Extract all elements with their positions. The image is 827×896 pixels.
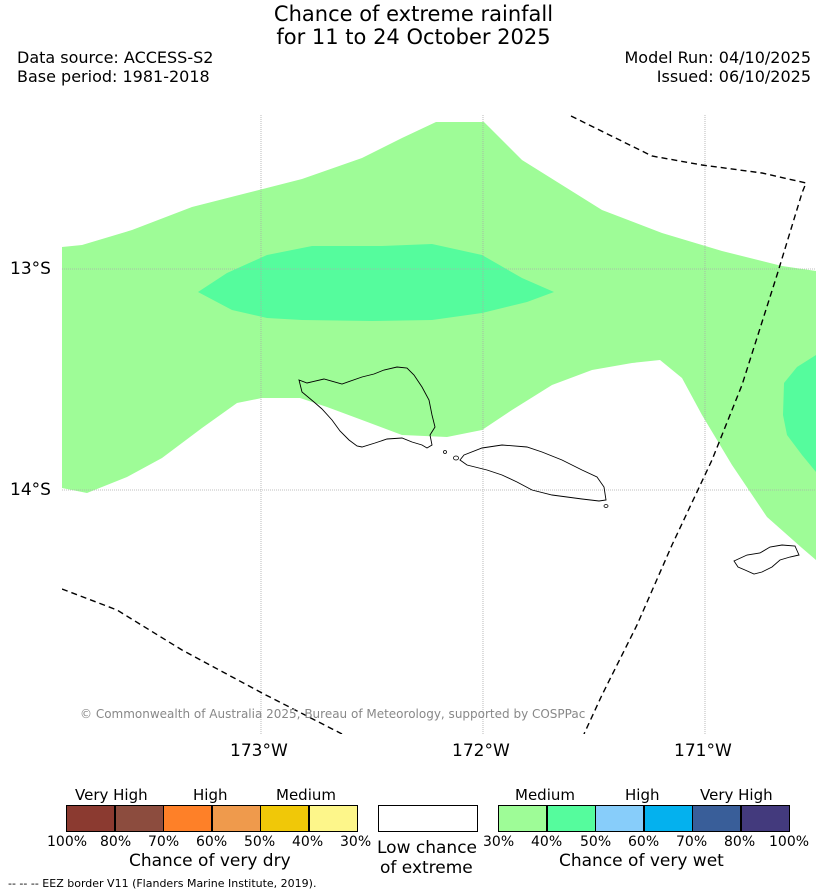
wet-tick: 70% — [676, 834, 708, 850]
map-svg: © Commonwealth of Australia 2025, Bureau… — [62, 115, 816, 734]
wet-bar-swatch — [643, 805, 693, 832]
wet-tick: 60% — [628, 834, 660, 850]
dry-category-very-high: Very High — [75, 786, 148, 804]
meta-right: Model Run: 04/10/2025 Issued: 06/10/2025 — [625, 48, 812, 86]
lon-label-173w: 173°W — [230, 741, 288, 761]
islet-3 — [603, 504, 609, 508]
wet-tick: 100% — [769, 834, 810, 850]
wet-tick: 80% — [724, 834, 756, 850]
wet-tick: 40% — [531, 834, 563, 850]
title-line-2: for 11 to 24 October 2025 — [276, 25, 551, 49]
dry-bar-swatch — [163, 805, 212, 832]
wet-bar-swatch — [498, 805, 547, 832]
wet-medium-region — [62, 122, 816, 560]
wet-medium-east — [783, 355, 816, 472]
dry-bar-swatch — [260, 805, 309, 832]
upolu-island — [298, 366, 436, 449]
neutral-swatch — [378, 805, 478, 832]
map-area[interactable]: © Commonwealth of Australia 2025, Bureau… — [62, 115, 816, 734]
dry-tick: 60% — [196, 834, 228, 850]
lon-label-171w: 171°W — [674, 741, 732, 761]
wet-label: Chance of very wet — [559, 851, 724, 871]
wet-bar-swatch — [546, 805, 596, 832]
islet-2 — [453, 455, 459, 461]
dry-bar-swatch — [66, 805, 115, 832]
islet-1 — [443, 450, 447, 454]
neutral-label-2: of extreme — [380, 858, 473, 878]
neutral-label-1: Low chance — [377, 838, 477, 858]
dry-category-high: High — [193, 786, 228, 804]
data-source: Data source: ACCESS-S2 — [17, 48, 214, 67]
wet-bar-swatch — [595, 805, 644, 832]
model-run: Model Run: 04/10/2025 — [624, 48, 812, 67]
dry-bar-swatch — [211, 805, 261, 832]
wet-bar-swatch — [692, 805, 741, 832]
dry-tick: 50% — [244, 834, 276, 850]
lon-label-172w: 172°W — [452, 741, 510, 761]
dry-tick: 30% — [340, 834, 372, 850]
savaii-island — [459, 444, 607, 502]
dry-bar-swatch — [308, 805, 358, 832]
eez-border — [62, 115, 807, 734]
issued-date: Issued: 06/10/2025 — [656, 67, 811, 86]
eez-note: -- -- -- EEZ border V11 (Flanders Marine… — [8, 877, 317, 890]
meta-left: Data source: ACCESS-S2 Base period: 1981… — [17, 48, 213, 86]
dry-tick: 70% — [148, 834, 180, 850]
dry-bar-swatch — [114, 805, 164, 832]
title-line-1: Chance of extreme rainfall — [273, 2, 554, 26]
wet-tick: 50% — [580, 834, 612, 850]
dry-tick: 80% — [100, 834, 132, 850]
dry-category-medium: Medium — [276, 786, 336, 804]
map-title: Chance of extreme rainfall for 11 to 24 … — [0, 3, 827, 49]
wet-category-medium: Medium — [515, 786, 575, 804]
graticule — [62, 115, 816, 734]
lat-label-14s: 14°S — [10, 480, 51, 500]
wet-bar-swatch — [740, 805, 790, 832]
base-period: Base period: 1981-2018 — [17, 67, 210, 86]
wet-category-very-high: Very High — [700, 786, 773, 804]
wet-category-high: High — [625, 786, 660, 804]
dry-label: Chance of very dry — [129, 851, 291, 871]
dry-tick: 40% — [292, 834, 324, 850]
copyright-text: © Commonwealth of Australia 2025, Bureau… — [80, 707, 585, 721]
lat-label-13s: 13°S — [10, 259, 51, 279]
dry-tick: 100% — [47, 834, 88, 850]
wet-medium-core — [198, 244, 554, 321]
tutuila-island — [733, 544, 800, 575]
wet-tick: 30% — [483, 834, 515, 850]
